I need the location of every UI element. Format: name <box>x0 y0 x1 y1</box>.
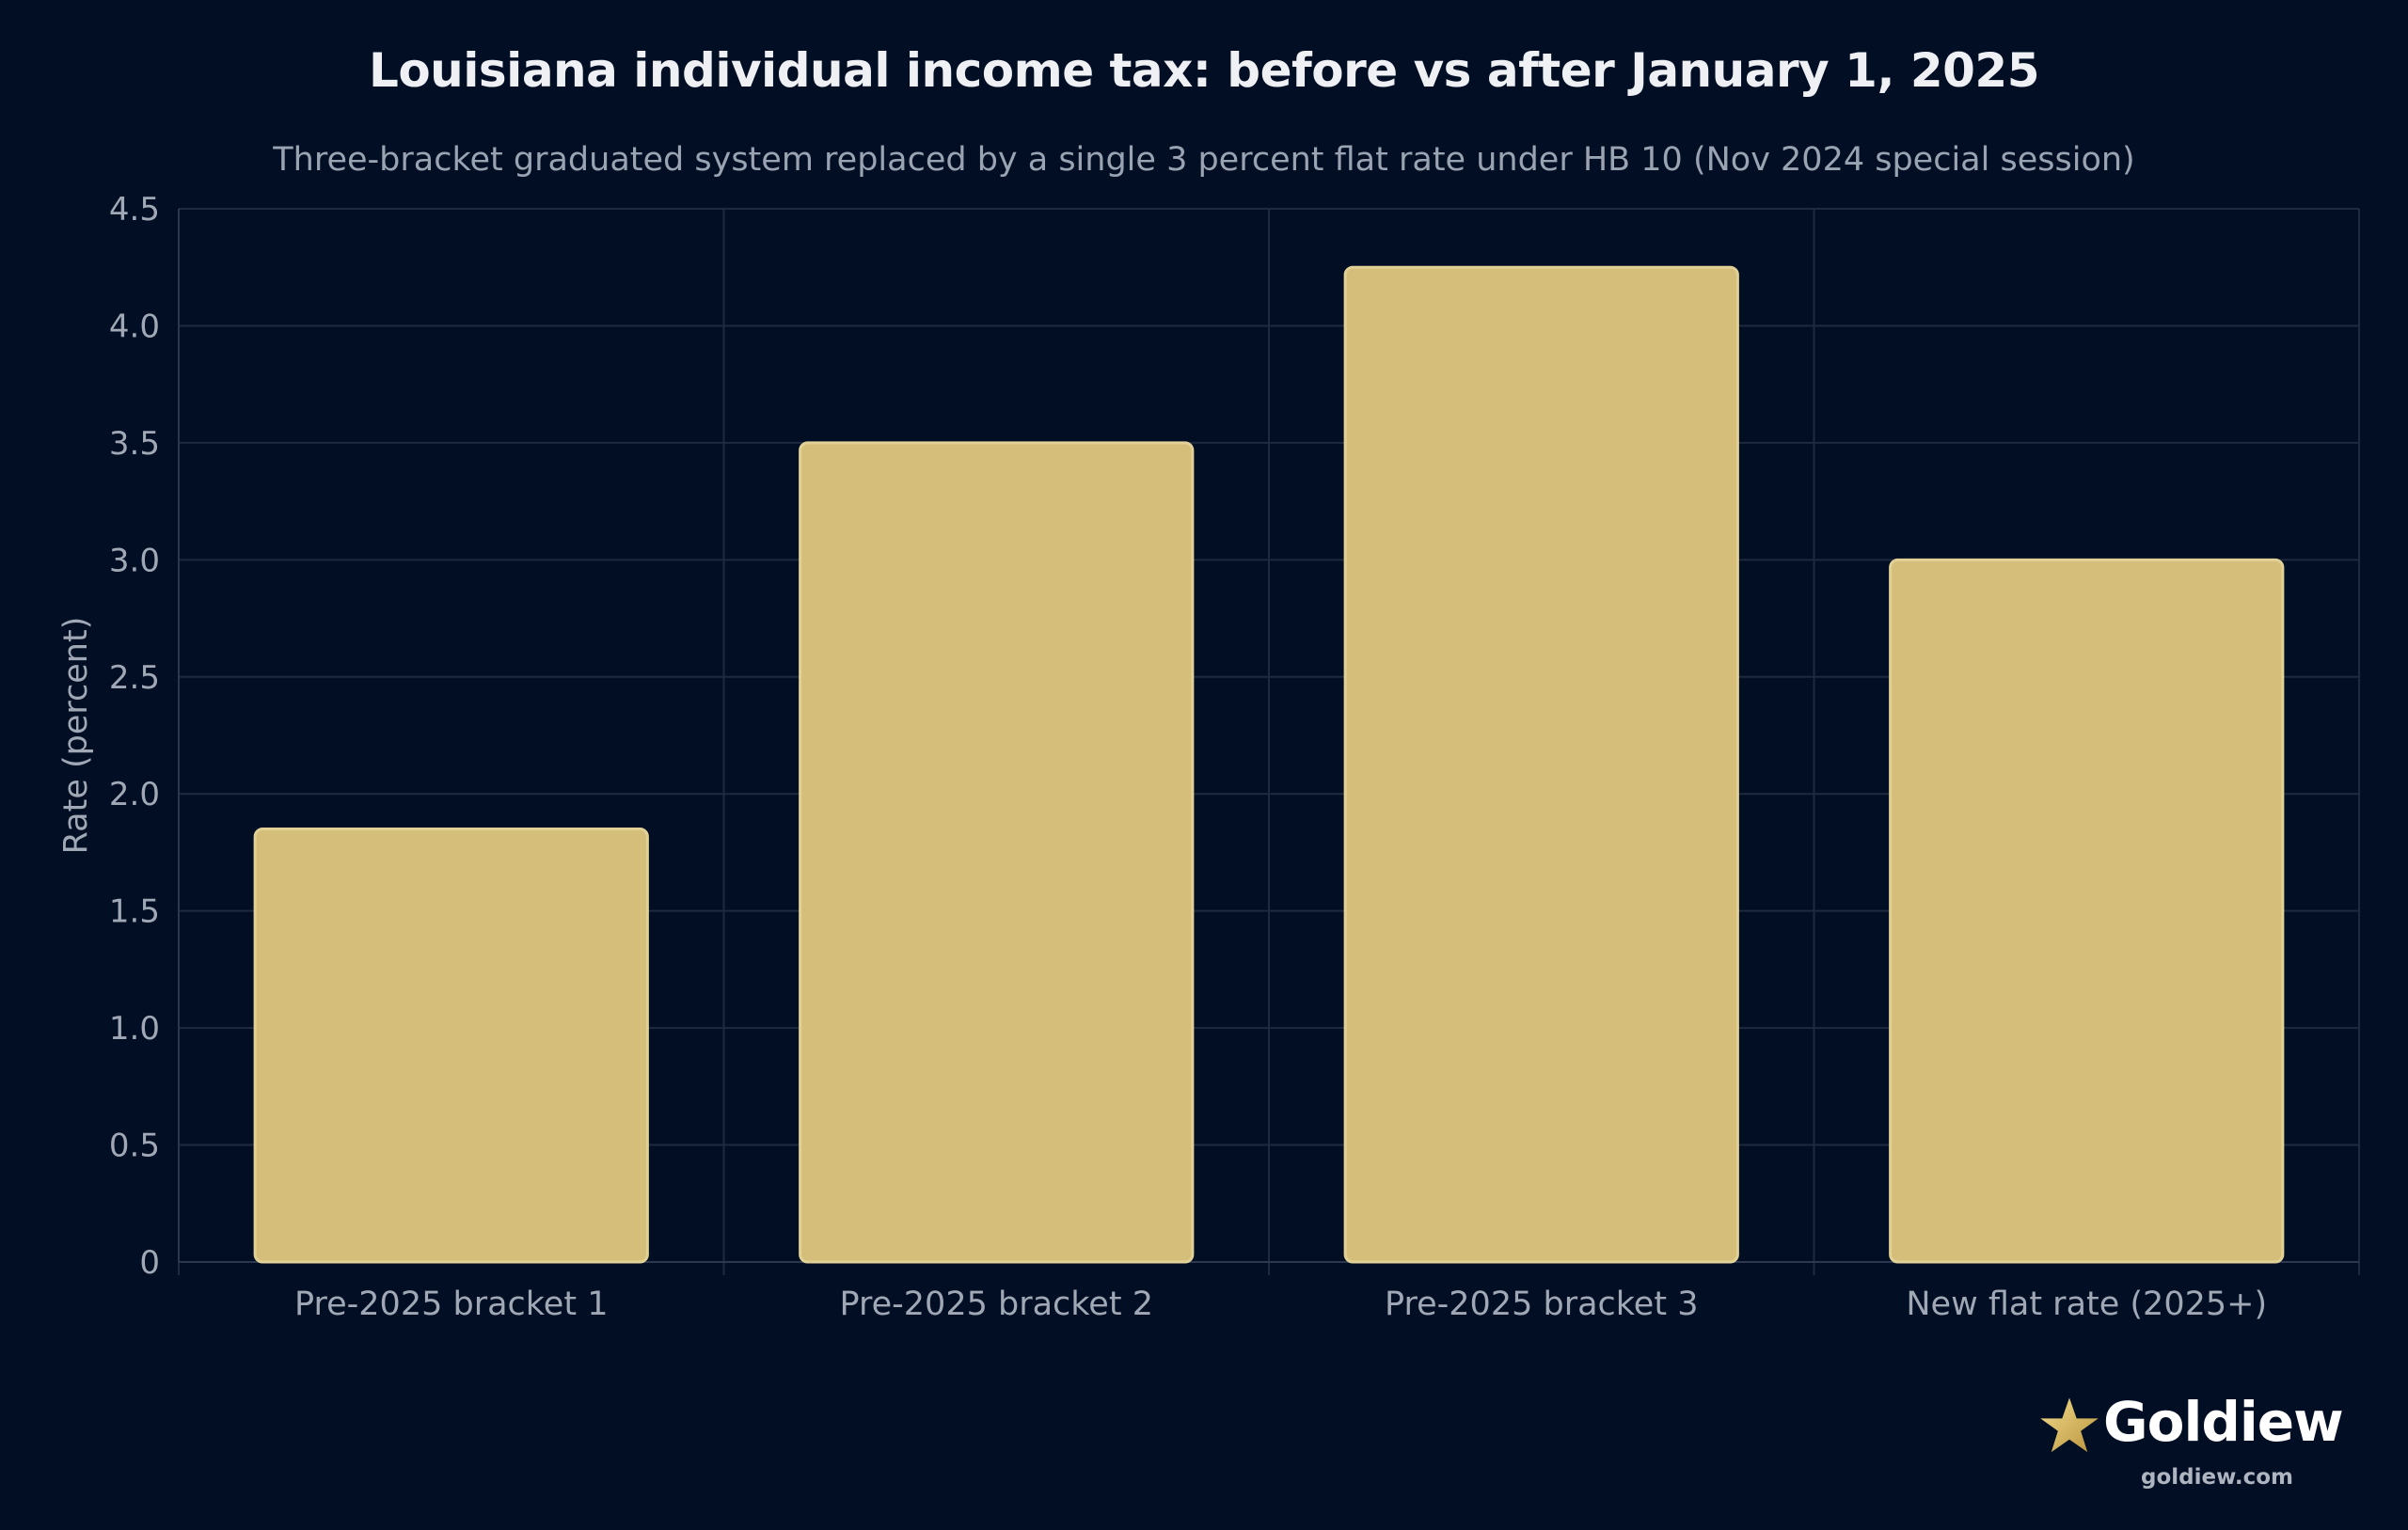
brand-logo: Goldiew goldiew.com <box>2039 1390 2350 1495</box>
chart-title: Louisiana individual income tax: before … <box>368 43 2040 98</box>
y-tick-label: 3.5 <box>109 425 160 463</box>
y-tick-label: 3.0 <box>109 542 160 579</box>
bar <box>253 828 649 1264</box>
star-icon <box>2040 1397 2099 1453</box>
y-tick-label: 1.5 <box>109 893 160 931</box>
chart-subtitle: Three-bracket graduated system replaced … <box>273 141 2135 179</box>
bar <box>1343 265 1739 1264</box>
bar <box>1889 558 2285 1264</box>
brand-url: goldiew.com <box>2141 1465 2294 1490</box>
y-tick-label: 2.5 <box>109 659 160 697</box>
y-tick-label: 1.0 <box>109 1010 160 1048</box>
x-tick-label: Pre-2025 bracket 2 <box>840 1286 1153 1323</box>
x-tick-label: Pre-2025 bracket 3 <box>1385 1286 1698 1323</box>
x-tick-label: New flat rate (2025+) <box>1906 1286 2267 1323</box>
y-tick-label: 4.5 <box>109 191 160 229</box>
y-axis-label: Rate (percent) <box>57 617 95 855</box>
y-tick-label: 0 <box>139 1244 160 1282</box>
y-tick-label: 0.5 <box>109 1128 160 1165</box>
brand-name: Goldiew <box>2103 1390 2344 1454</box>
y-tick-label: 4.0 <box>109 308 160 345</box>
y-tick-label: 2.0 <box>109 776 160 813</box>
x-tick-label: Pre-2025 bracket 1 <box>294 1286 608 1323</box>
bar <box>799 441 1195 1264</box>
